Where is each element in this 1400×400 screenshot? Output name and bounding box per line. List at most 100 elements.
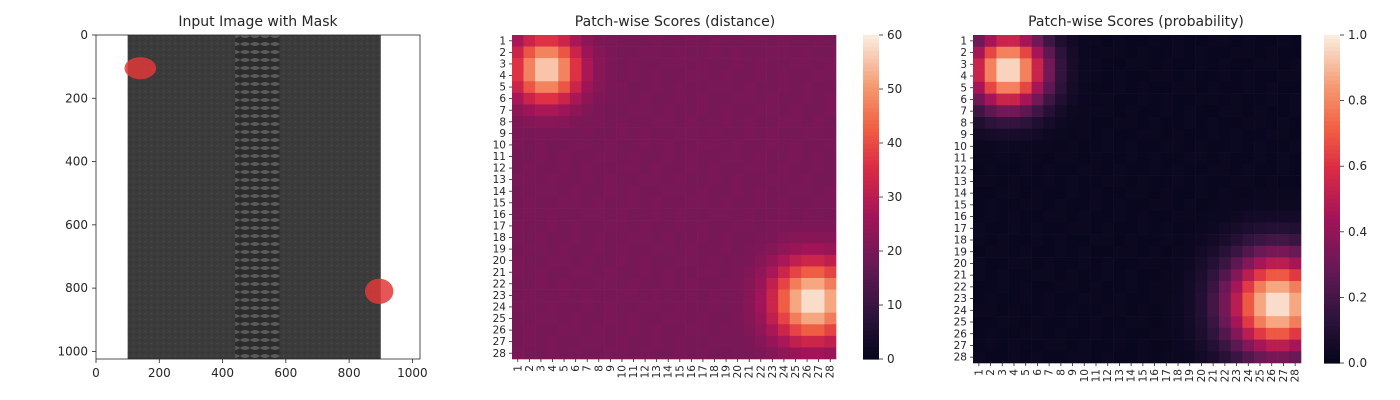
heatmap-cell [789, 127, 802, 140]
heatmap-cell [1219, 327, 1232, 340]
heatmap-cell [1148, 163, 1161, 176]
heatmap-cell [1019, 46, 1032, 59]
heatmap-cell [697, 185, 710, 198]
heatmap-cell [973, 35, 986, 48]
heatmap-cell [743, 58, 756, 71]
heatmap-cell [1230, 81, 1243, 94]
x-tick-label: 16 [686, 365, 698, 379]
heatmap-cell [627, 231, 640, 244]
heatmap-cell [650, 69, 663, 82]
heatmap-cell [1230, 117, 1243, 130]
heatmap-cell [535, 139, 548, 152]
x-tick-label: 27 [813, 365, 825, 378]
y-tick-label: 26 [954, 328, 968, 340]
x-tick-label: 8 [593, 365, 605, 372]
heatmap-cell [973, 93, 986, 106]
heatmap-cell [639, 185, 652, 198]
heatmap-cell [1019, 281, 1032, 294]
heatmap-cell [1137, 81, 1150, 94]
heatmap-cell [1031, 58, 1044, 71]
heatmap-cell [593, 127, 605, 140]
heatmap-cell [1066, 327, 1079, 340]
heatmap-cell [546, 35, 559, 47]
heatmap-cell [824, 289, 837, 302]
heatmap-cell [1254, 152, 1267, 165]
heatmap-cell [1031, 234, 1044, 247]
heatmap-cell [1090, 339, 1103, 352]
heatmap-cell [1019, 269, 1032, 282]
heatmap-cell [1242, 269, 1255, 282]
heatmap-cell [731, 243, 744, 256]
x-tick-label: 6 [1032, 369, 1044, 376]
colorbar-segment [863, 318, 879, 324]
heatmap-cell [581, 185, 594, 198]
heatmap-cell [1090, 117, 1103, 130]
heatmap-cell [1207, 93, 1220, 106]
heatmap-cell [778, 162, 791, 175]
colorbar-segment [1324, 215, 1340, 221]
colorbar-segment [863, 87, 879, 93]
heatmap-cell [1113, 128, 1126, 141]
heatmap-cell [720, 116, 733, 128]
heatmap-cell [1043, 163, 1056, 176]
heatmap-cell [685, 312, 698, 325]
heatmap-cell [604, 324, 617, 337]
heatmap-cell [743, 81, 756, 94]
heatmap-cell [1195, 93, 1208, 106]
y-tick-label: 7 [499, 105, 506, 117]
colorbar-segment [1324, 100, 1340, 106]
heatmap-cell [720, 312, 733, 325]
x-tick-label: 22 [755, 365, 767, 378]
colorbar-segment [1324, 125, 1340, 130]
heatmap-cell [1113, 304, 1126, 317]
colorbar-segment [863, 278, 879, 283]
heatmap-cell [984, 35, 997, 48]
colorbar-tick-label: 0.0 [1348, 356, 1367, 370]
y-tick-label: 600 [65, 218, 88, 232]
heatmap-cell [1008, 281, 1021, 294]
heatmap-cell [569, 92, 582, 105]
colorbar-segment [863, 91, 879, 97]
heatmap-cell [984, 210, 997, 223]
heatmap-cell [558, 139, 571, 152]
heatmap-cell [1254, 175, 1267, 188]
heatmap-cell [1043, 140, 1056, 153]
heatmap-cell [801, 254, 814, 267]
heatmap-cell [1242, 35, 1255, 48]
heatmap-cell [1219, 70, 1232, 83]
heatmap-cell [1090, 210, 1103, 223]
heatmap-cell [801, 243, 814, 256]
heatmap-cell [1078, 105, 1091, 118]
heatmap-cell [523, 301, 536, 314]
heatmap-cell [1113, 46, 1126, 59]
heatmap-cell [778, 324, 791, 337]
heatmap-cell [1254, 187, 1267, 200]
heatmap-cell [1207, 35, 1220, 48]
heatmap-cell [1078, 152, 1091, 165]
heatmap-cell [708, 139, 721, 152]
heatmap-cell [1078, 269, 1091, 282]
heatmap-cell [627, 173, 640, 186]
x-tick-label: 17 [697, 365, 709, 378]
heatmap-cell [812, 46, 825, 59]
heatmap-cell [1008, 199, 1021, 212]
heatmap-cell [1066, 152, 1079, 165]
heatmap-cell [662, 150, 675, 163]
heatmap-cell [1101, 152, 1114, 165]
heatmap-cell [708, 266, 721, 279]
heatmap-cell [708, 278, 721, 290]
heatmap-cell [546, 69, 559, 82]
heatmap-cell [604, 231, 617, 244]
heatmap-cell [1031, 140, 1044, 153]
heatmap-cell [1277, 292, 1290, 305]
heatmap-cell [1090, 304, 1103, 317]
heatmap-cell [593, 324, 605, 337]
heatmap-cell [1078, 46, 1091, 59]
heatmap-cell [697, 104, 710, 117]
heatmap-cell [662, 347, 675, 360]
heatmap-cell [604, 46, 617, 59]
heatmap-cell [546, 312, 559, 325]
heatmap-cell [984, 339, 997, 352]
heatmap-cell [755, 278, 767, 290]
heatmap-cell [1031, 351, 1044, 364]
